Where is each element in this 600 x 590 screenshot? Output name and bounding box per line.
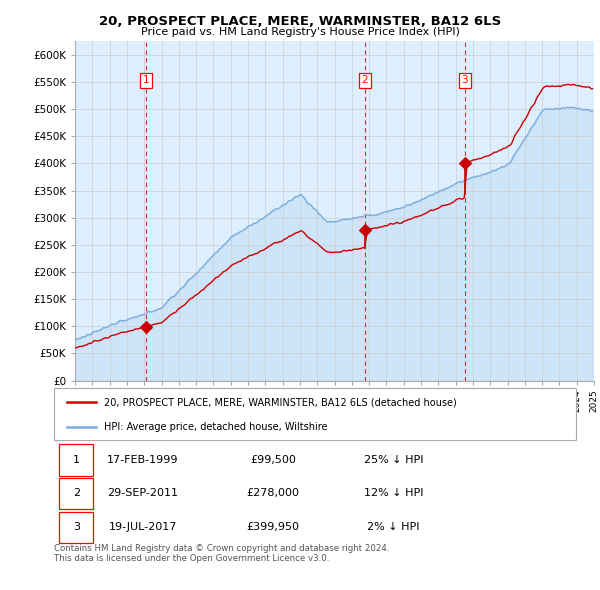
FancyBboxPatch shape xyxy=(59,477,93,509)
FancyBboxPatch shape xyxy=(59,444,93,476)
Text: Contains HM Land Registry data © Crown copyright and database right 2024.
This d: Contains HM Land Registry data © Crown c… xyxy=(54,544,389,563)
Point xyxy=(360,225,370,234)
FancyBboxPatch shape xyxy=(59,512,93,543)
Text: 2: 2 xyxy=(73,488,80,498)
Text: 17-FEB-1999: 17-FEB-1999 xyxy=(107,455,178,465)
Text: 3: 3 xyxy=(461,76,468,86)
Text: 25% ↓ HPI: 25% ↓ HPI xyxy=(364,455,423,465)
Text: £99,500: £99,500 xyxy=(250,455,296,465)
Text: 2: 2 xyxy=(361,76,368,86)
Point xyxy=(142,322,151,331)
Text: 20, PROSPECT PLACE, MERE, WARMINSTER, BA12 6LS: 20, PROSPECT PLACE, MERE, WARMINSTER, BA… xyxy=(99,15,501,28)
Text: 20, PROSPECT PLACE, MERE, WARMINSTER, BA12 6LS (detached house): 20, PROSPECT PLACE, MERE, WARMINSTER, BA… xyxy=(104,397,457,407)
Text: 1: 1 xyxy=(73,455,80,465)
Text: 1: 1 xyxy=(143,76,149,86)
Text: HPI: Average price, detached house, Wiltshire: HPI: Average price, detached house, Wilt… xyxy=(104,422,327,431)
Text: Price paid vs. HM Land Registry's House Price Index (HPI): Price paid vs. HM Land Registry's House … xyxy=(140,27,460,37)
Text: 2% ↓ HPI: 2% ↓ HPI xyxy=(367,522,419,532)
Text: 12% ↓ HPI: 12% ↓ HPI xyxy=(364,488,423,498)
Text: 3: 3 xyxy=(73,522,80,532)
Text: £399,950: £399,950 xyxy=(247,522,300,532)
Point xyxy=(460,159,470,168)
Text: 19-JUL-2017: 19-JUL-2017 xyxy=(109,522,177,532)
Text: 29-SEP-2011: 29-SEP-2011 xyxy=(107,488,178,498)
Text: £278,000: £278,000 xyxy=(247,488,300,498)
